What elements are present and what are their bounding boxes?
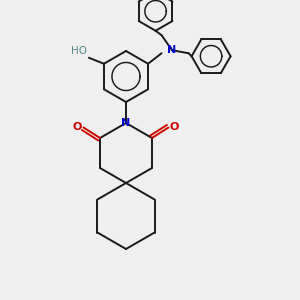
Text: N: N — [167, 45, 177, 55]
Text: O: O — [73, 122, 82, 133]
Text: N: N — [122, 118, 130, 128]
Text: O: O — [170, 122, 179, 133]
Text: HO: HO — [71, 46, 87, 56]
